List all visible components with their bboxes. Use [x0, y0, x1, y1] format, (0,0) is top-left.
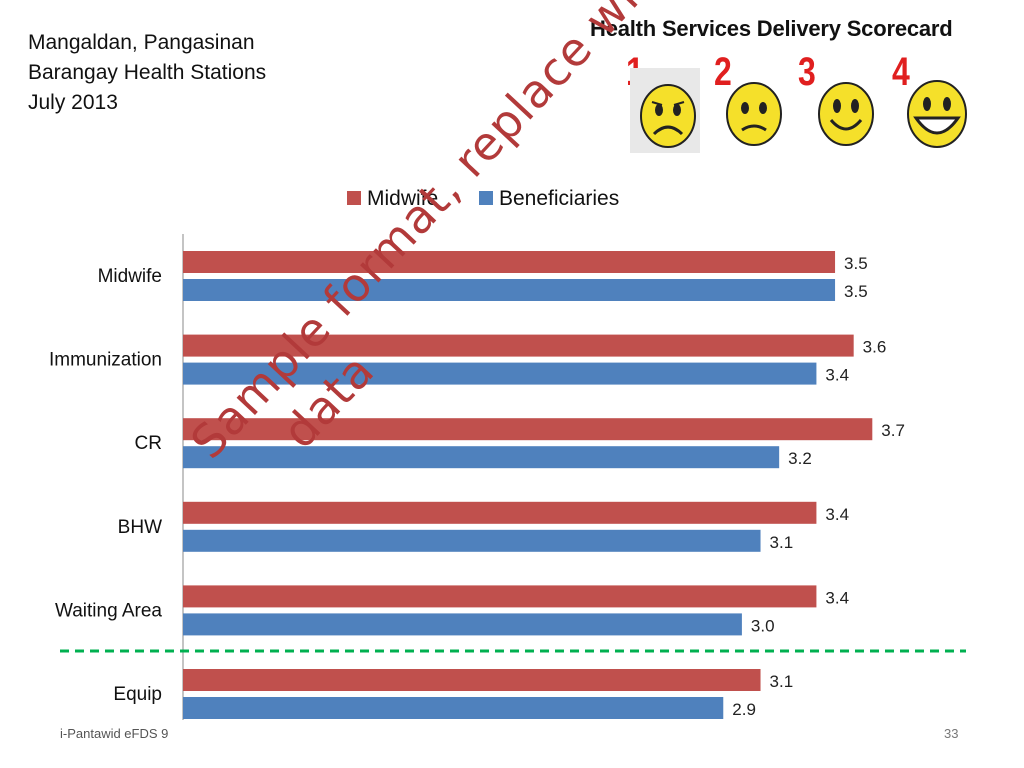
category-label-3: BHW — [118, 517, 162, 538]
data-label-beneficiaries-1: 3.4 — [825, 366, 849, 385]
legend-swatch-midwife — [347, 191, 361, 205]
data-label-midwife-5: 3.1 — [770, 672, 794, 691]
data-label-midwife-1: 3.6 — [863, 338, 887, 357]
date-line: July 2013 — [28, 91, 118, 114]
page-number: 33 — [944, 726, 959, 741]
rating-2-label: 2 — [714, 50, 732, 94]
bar-midwife-1 — [183, 334, 854, 357]
legend-swatch-beneficiaries — [479, 191, 493, 205]
category-label-4: Waiting Area — [55, 600, 162, 621]
rating-scale: 1 2 3 4 — [626, 50, 990, 155]
category-label-2: CR — [135, 433, 162, 454]
header-text: Mangaldan, Pangasinan Barangay Health St… — [28, 28, 266, 118]
bar-beneficiaries-2 — [183, 446, 780, 469]
bar-midwife-0 — [183, 251, 836, 273]
location-line: Mangaldan, Pangasinan — [28, 31, 255, 54]
bar-beneficiaries-1 — [183, 362, 817, 385]
legend-label-midwife: Midwife — [367, 187, 438, 210]
rating-3-label: 3 — [798, 50, 816, 94]
data-label-midwife-0: 3.5 — [844, 254, 868, 273]
grinning-face-icon — [907, 80, 967, 148]
facility-line: Barangay Health Stations — [28, 61, 267, 84]
smiley-face-icon — [818, 82, 874, 146]
data-label-midwife-3: 3.4 — [825, 505, 849, 524]
bar-midwife-2 — [183, 418, 873, 441]
bar-beneficiaries-4 — [183, 613, 742, 636]
bar-midwife-5 — [183, 669, 761, 691]
bar-midwife-4 — [183, 585, 817, 608]
legend-label-beneficiaries: Beneficiaries — [499, 187, 619, 210]
very-sad-face-icon — [630, 68, 700, 153]
scorecard-title: Health Services Delivery Scorecard — [590, 16, 953, 41]
bar-beneficiaries-3 — [183, 529, 761, 552]
data-label-midwife-4: 3.4 — [825, 588, 849, 607]
data-label-beneficiaries-2: 3.2 — [788, 449, 812, 468]
rating-4-label: 4 — [892, 50, 910, 94]
category-label-5: Equip — [113, 684, 162, 705]
sad-face-icon — [726, 82, 782, 146]
bar-beneficiaries-5 — [183, 697, 724, 719]
data-label-midwife-2: 3.7 — [881, 421, 905, 440]
bar-midwife-3 — [183, 501, 817, 524]
bar-beneficiaries-0 — [183, 279, 836, 301]
data-label-beneficiaries-4: 3.0 — [751, 616, 775, 635]
footer-source: i-Pantawid eFDS 9 — [60, 726, 169, 741]
data-label-beneficiaries-5: 2.9 — [732, 700, 756, 719]
data-label-beneficiaries-3: 3.1 — [770, 533, 794, 552]
data-label-beneficiaries-0: 3.5 — [844, 282, 868, 301]
category-label-1: Immunization — [49, 350, 162, 371]
category-label-0: Midwife — [98, 266, 162, 287]
